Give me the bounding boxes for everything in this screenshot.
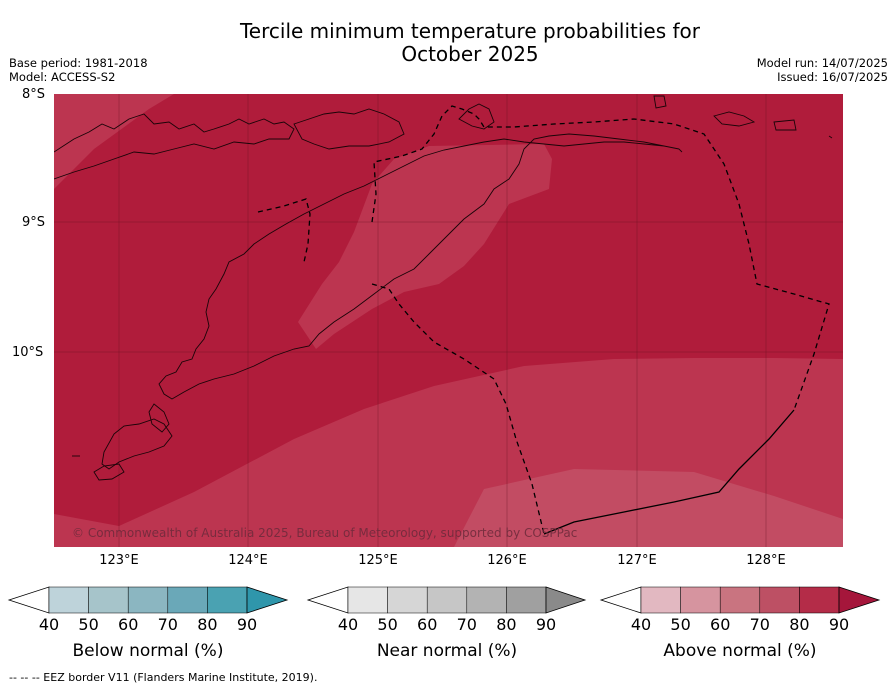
title-line-1: Tercile minimum temperature probabilitie…	[239, 19, 701, 43]
probability-map	[54, 94, 843, 547]
meta-right: Model run: 14/07/2025 Issued: 16/07/2025	[757, 56, 888, 84]
colorbar-segment	[88, 586, 129, 614]
colorbar-tick-label: 60	[118, 615, 139, 634]
colorbar-tick-label: 70	[157, 615, 178, 634]
colorbar-extend-low	[306, 586, 349, 614]
colorbar-segment	[799, 586, 840, 614]
colorbar-segment	[680, 586, 721, 614]
lon-label-124e: 124°E	[228, 553, 268, 568]
eez-footer: -- -- -- EEZ border V11 (Flanders Marine…	[9, 671, 318, 684]
colorbar-segment	[207, 586, 248, 614]
lat-label-10s: 10°S	[12, 345, 44, 360]
treaty-border	[543, 409, 795, 535]
colorbar-title: Near normal (%)	[376, 641, 518, 661]
colorbar-tick-label: 40	[630, 615, 652, 634]
graticule	[54, 94, 843, 547]
colorbar-tick-label: 90	[236, 615, 258, 634]
colorbar-legends	[7, 586, 881, 614]
model-run: Model run: 14/07/2025	[756, 56, 888, 70]
lon-label-126e: 126°E	[487, 553, 527, 568]
map-title: Tercile minimum temperature probabilitie…	[170, 20, 770, 66]
lat-label-8s: 8°S	[22, 87, 46, 102]
colorbar-extend-high	[246, 586, 289, 614]
colorbar-tick-label: 40	[38, 615, 60, 634]
colorbar-segment	[719, 586, 761, 614]
colorbar-segment	[387, 586, 428, 614]
colorbar-segment	[640, 586, 681, 614]
colorbar-extend-low	[7, 586, 50, 614]
eez-border	[257, 105, 830, 535]
colorbar-tick-label: 60	[417, 615, 438, 634]
colorbar-segment	[466, 586, 507, 614]
coastlines	[54, 95, 833, 481]
colorbar-tick-label: 90	[535, 615, 557, 634]
meta-left: Base period: 1981-2018 Model: ACCESS-S2	[9, 56, 148, 84]
colorbar-segment	[426, 586, 468, 614]
copyright-credit: © Commonwealth of Australia 2025, Bureau…	[72, 526, 578, 540]
colorbar-title: Above normal (%)	[663, 641, 817, 661]
colorbar-tick-label: 80	[197, 615, 218, 634]
colorbar-tick-label: 50	[377, 615, 398, 634]
colorbar-tick-label: 80	[789, 615, 810, 634]
colorbar-tick-label: 70	[456, 615, 477, 634]
above-70-region-south	[454, 469, 843, 547]
colorbar-extend-high	[838, 586, 881, 614]
colorbar-segment	[506, 586, 547, 614]
lon-label-127e: 127°E	[617, 553, 657, 568]
lon-label-123e: 123°E	[99, 553, 139, 568]
colorbar-tick-label: 60	[710, 615, 731, 634]
colorbar-tick-label: 50	[670, 615, 691, 634]
colorbar-segment	[759, 586, 800, 614]
colorbar-tick-label: 80	[496, 615, 517, 634]
colorbar-tick-label: 50	[78, 615, 99, 634]
lon-label-125e: 125°E	[358, 553, 398, 568]
colorbar-title: Below normal (%)	[72, 641, 224, 661]
colorbar-tick-label: 90	[828, 615, 850, 634]
above-80-region-central	[298, 144, 552, 349]
issued-date: Issued: 16/07/2025	[777, 70, 888, 84]
lat-label-9s: 9°S	[22, 215, 46, 230]
above-80-region-nw	[54, 94, 174, 189]
colorbar-segment	[167, 586, 208, 614]
base-period: Base period: 1981-2018	[9, 56, 148, 70]
lon-label-128e: 128°E	[746, 553, 786, 568]
colorbar-tick-label: 40	[337, 615, 359, 634]
colorbar-segment	[127, 586, 169, 614]
colorbar-segment	[48, 586, 89, 614]
colorbar-tick-label: 70	[749, 615, 770, 634]
colorbar-extend-low	[599, 586, 642, 614]
title-line-2: October 2025	[401, 42, 539, 66]
colorbar-segment	[347, 586, 388, 614]
model-name: Model: ACCESS-S2	[9, 70, 116, 84]
colorbar-extend-high	[545, 586, 587, 614]
